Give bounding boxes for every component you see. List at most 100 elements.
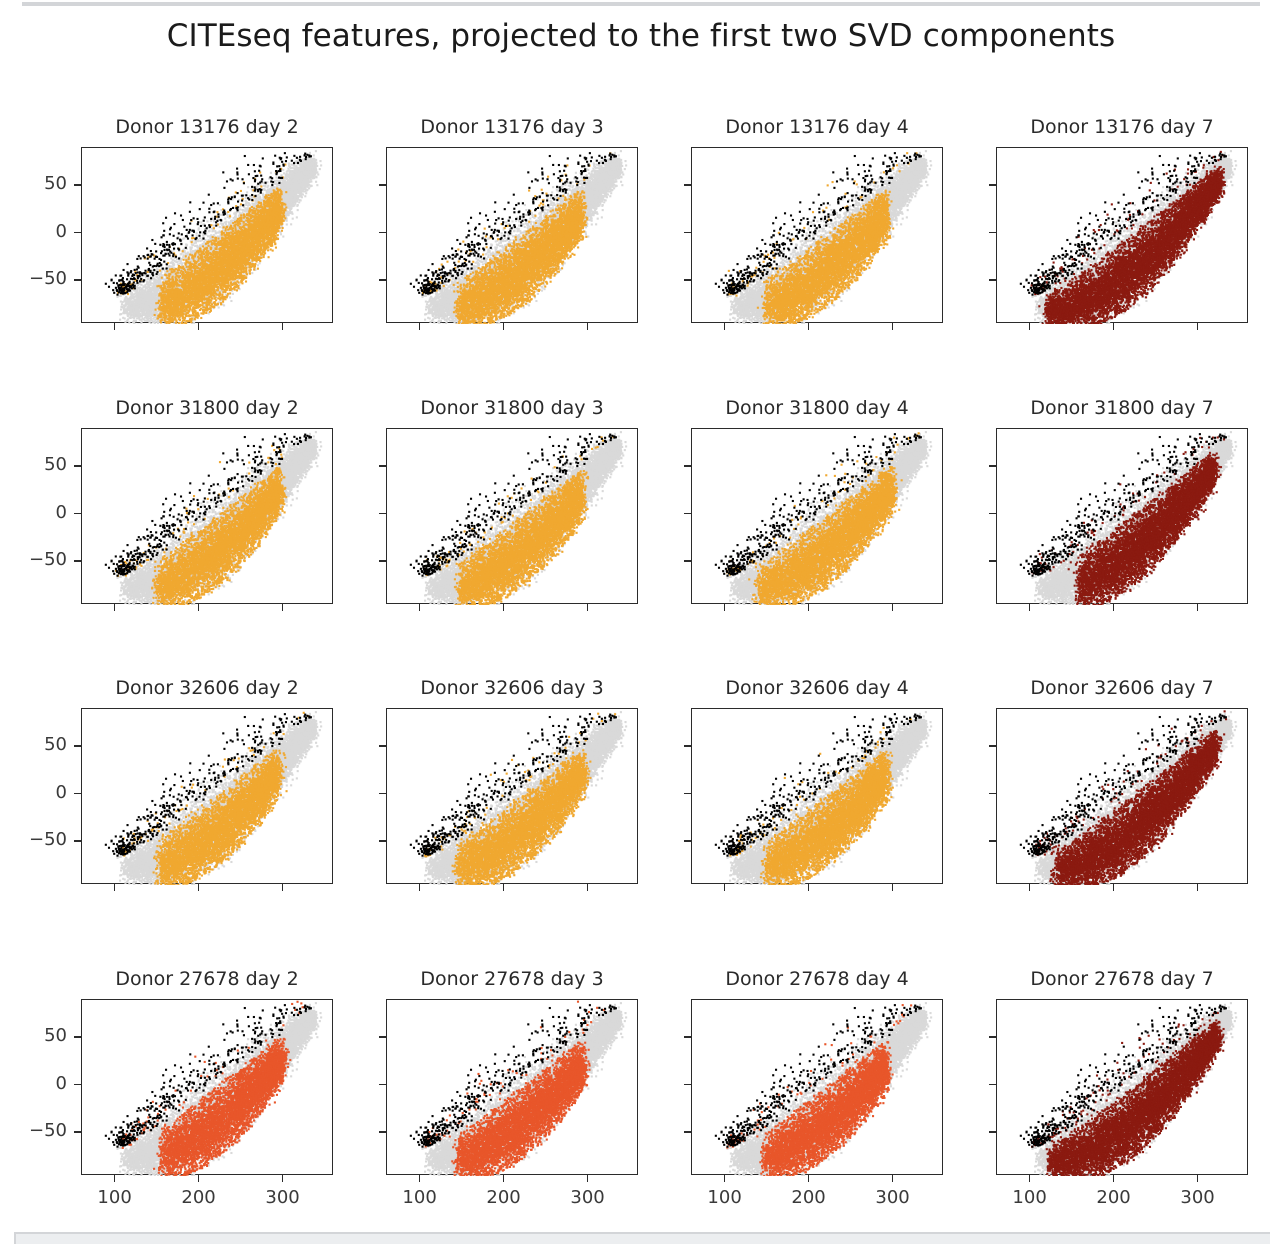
subplot-title: Donor 31800 day 7 bbox=[1030, 397, 1214, 419]
plot-area bbox=[691, 708, 944, 885]
y-tick-mark bbox=[684, 1036, 691, 1038]
x-tick-mark bbox=[723, 884, 726, 891]
scatter-canvas bbox=[387, 148, 639, 324]
page-top-rule bbox=[22, 2, 1260, 6]
subplot-donor-32606-day-4: Donor 32606 day 4 bbox=[684, 677, 944, 891]
subplot-donor-13176-day-3: Donor 13176 day 3 bbox=[379, 116, 639, 330]
subplot-donor-32606-day-7: Donor 32606 day 7 bbox=[989, 677, 1249, 891]
y-tick-mark bbox=[989, 512, 996, 515]
x-tick-mark bbox=[197, 1175, 200, 1182]
plot-area bbox=[386, 708, 639, 885]
x-tick-mark bbox=[418, 604, 421, 611]
x-tick-mark bbox=[891, 1175, 894, 1182]
y-tick-label: 50 bbox=[44, 1025, 67, 1047]
x-tick-mark bbox=[586, 323, 589, 330]
x-tick-mark bbox=[113, 604, 116, 611]
y-tick-mark bbox=[74, 745, 81, 747]
y-tick-label: 0 bbox=[55, 501, 67, 523]
y-tick-mark bbox=[379, 231, 386, 234]
subplot-donor-27678-day-4: Donor 27678 day 4 100 200 300 bbox=[684, 968, 944, 1208]
y-tick-mark bbox=[379, 560, 386, 562]
x-tick-label: 300 bbox=[265, 1187, 300, 1208]
subplot-donor-13176-day-4: Donor 13176 day 4 bbox=[684, 116, 944, 330]
x-tick-label: 100 bbox=[1012, 1187, 1047, 1208]
x-tick-mark bbox=[418, 323, 421, 330]
y-tick-mark bbox=[989, 792, 996, 795]
subplot-donor-31800-day-3: Donor 31800 day 3 bbox=[379, 397, 639, 611]
x-tick-mark bbox=[1028, 323, 1031, 330]
y-tick-mark bbox=[684, 840, 691, 842]
subplot-title: Donor 32606 day 3 bbox=[420, 677, 604, 699]
x-tick-mark bbox=[418, 884, 421, 891]
y-tick-mark bbox=[684, 184, 691, 186]
x-tick-mark bbox=[502, 884, 505, 891]
x-tick-mark bbox=[586, 884, 589, 891]
y-tick-label: 0 bbox=[55, 1072, 67, 1094]
subplot-donor-27678-day-3: Donor 27678 day 3 100 200 300 bbox=[379, 968, 639, 1208]
scatter-canvas bbox=[692, 148, 944, 324]
x-tick-mark bbox=[723, 1175, 726, 1182]
y-tick-mark bbox=[74, 279, 81, 281]
subplot-donor-32606-day-2: Donor 32606 day 2 50 0 −50 bbox=[29, 677, 334, 891]
y-tick-mark bbox=[74, 512, 81, 515]
x-tick-mark bbox=[1112, 884, 1115, 891]
subplot-title: Donor 27678 day 2 bbox=[115, 968, 299, 990]
subplot-donor-32606-day-3: Donor 32606 day 3 bbox=[379, 677, 639, 891]
x-tick-mark bbox=[1028, 604, 1031, 611]
subplot-donor-13176-day-7: Donor 13176 day 7 bbox=[989, 116, 1249, 330]
x-tick-mark bbox=[1028, 1175, 1031, 1182]
y-tick-label: 50 bbox=[44, 734, 67, 756]
subplot-donor-31800-day-2: Donor 31800 day 2 50 0 −50 bbox=[29, 397, 334, 611]
x-tick-mark bbox=[891, 604, 894, 611]
y-tick-mark bbox=[684, 279, 691, 281]
y-tick-mark bbox=[74, 1131, 81, 1133]
scatter-canvas bbox=[82, 148, 334, 324]
subplot-title: Donor 13176 day 4 bbox=[725, 116, 909, 138]
x-tick-mark bbox=[807, 1175, 810, 1182]
scatter-canvas bbox=[997, 709, 1249, 885]
x-tick-mark bbox=[723, 604, 726, 611]
y-tick-mark bbox=[74, 465, 81, 467]
plot-area bbox=[996, 708, 1249, 885]
x-tick-mark bbox=[891, 884, 894, 891]
plot-area bbox=[81, 428, 334, 605]
y-tick-mark bbox=[684, 1083, 691, 1086]
scatter-canvas bbox=[82, 1000, 334, 1176]
y-tick-mark bbox=[74, 184, 81, 186]
plot-area bbox=[386, 999, 639, 1176]
subplot-title: Donor 13176 day 3 bbox=[420, 116, 604, 138]
x-tick-mark bbox=[502, 604, 505, 611]
scatter-canvas bbox=[387, 1000, 639, 1176]
scatter-canvas bbox=[692, 1000, 944, 1176]
x-tick-label: 300 bbox=[570, 1187, 605, 1208]
subplot-donor-13176-day-2: Donor 13176 day 2 50 0 −50 bbox=[29, 116, 334, 330]
y-tick-mark bbox=[74, 231, 81, 234]
y-tick-label: 50 bbox=[44, 173, 67, 195]
y-tick-mark bbox=[74, 1036, 81, 1038]
plot-area bbox=[996, 147, 1249, 324]
y-tick-mark bbox=[684, 231, 691, 234]
y-tick-mark bbox=[684, 560, 691, 562]
x-tick-label: 100 bbox=[707, 1187, 742, 1208]
plot-area bbox=[691, 428, 944, 605]
y-tick-mark bbox=[379, 1036, 386, 1038]
x-tick-label: 200 bbox=[486, 1187, 521, 1208]
scatter-canvas bbox=[692, 429, 944, 605]
y-tick-mark bbox=[379, 512, 386, 515]
x-tick-mark bbox=[281, 884, 284, 891]
y-tick-mark bbox=[74, 560, 81, 562]
plot-area bbox=[996, 999, 1249, 1176]
figure-title: CITEseq features, projected to the first… bbox=[166, 18, 1116, 54]
scatter-canvas bbox=[82, 709, 334, 885]
y-tick-mark bbox=[684, 792, 691, 795]
x-tick-mark bbox=[586, 604, 589, 611]
subplot-title: Donor 31800 day 4 bbox=[725, 397, 909, 419]
x-tick-mark bbox=[1028, 884, 1031, 891]
x-tick-mark bbox=[197, 323, 200, 330]
x-tick-mark bbox=[197, 884, 200, 891]
scatter-canvas bbox=[387, 429, 639, 605]
y-tick-mark bbox=[989, 465, 996, 467]
subplot-title: Donor 27678 day 4 bbox=[725, 968, 909, 990]
y-tick-mark bbox=[989, 279, 996, 281]
subplot-title: Donor 31800 day 3 bbox=[420, 397, 604, 419]
